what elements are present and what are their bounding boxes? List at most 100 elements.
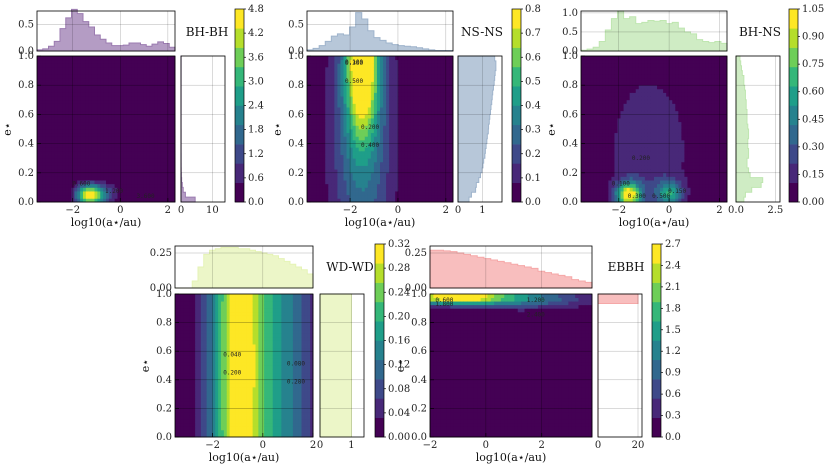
heatmap-cell: [599, 169, 603, 174]
heatmap-cell: [620, 165, 624, 170]
heatmap-cell: [80, 176, 84, 181]
heatmap-cell: [325, 66, 329, 71]
heatmap-cell: [352, 165, 357, 170]
heatmap-cell: [611, 63, 615, 68]
heatmap-cell: [416, 187, 420, 192]
heatmap-cell: [419, 183, 423, 188]
heatmap-cell: [404, 110, 408, 115]
heatmap-cell: [389, 114, 393, 119]
heatmap-cell: [325, 56, 329, 61]
heatmap-cell: [587, 121, 591, 126]
heatmap-cell: [361, 129, 366, 134]
heatmap-cell: [140, 143, 144, 148]
heatmap-cell: [416, 56, 420, 61]
heatmap-cell: [39, 85, 44, 90]
heatmap-cell: [152, 114, 156, 119]
heatmap-cell: [398, 99, 402, 104]
colorbar-tick-label: 2.4: [248, 101, 264, 112]
heatmap-cell: [129, 63, 133, 68]
heatmap-cell: [638, 154, 643, 159]
heatmap-cell: [349, 103, 354, 108]
heatmap-cell: [140, 129, 144, 134]
right-histogram: [457, 55, 497, 203]
heatmap-cell: [349, 169, 354, 174]
heatmap-cell: [152, 154, 156, 159]
heatmap-cell: [644, 96, 649, 101]
heatmap-cell: [85, 85, 90, 90]
heatmap-cell: [383, 150, 387, 155]
heatmap-cell: [137, 176, 141, 181]
heatmap-cell: [45, 56, 49, 61]
heatmap-cell: [617, 96, 621, 101]
heatmap-cell: [94, 107, 98, 112]
heatmap-cell: [149, 169, 153, 174]
heatmap-cell: [623, 158, 628, 163]
heatmap-cell: [160, 147, 164, 152]
heatmap-cell: [389, 154, 393, 159]
heatmap-cell: [425, 56, 430, 61]
heatmap-cell: [349, 132, 354, 137]
heatmap-cell: [169, 96, 173, 101]
heatmap-cell: [80, 88, 84, 93]
heatmap-cell: [449, 96, 454, 101]
heatmap-cell: [641, 158, 646, 163]
heatmap-cell: [376, 81, 381, 86]
heatmap-cell: [331, 172, 335, 177]
heatmap-cell: [328, 176, 332, 181]
heatmap-cell: [340, 114, 344, 119]
heatmap-cell: [316, 191, 320, 196]
heatmap-cell: [100, 77, 104, 82]
heatmap-cell: [108, 161, 113, 166]
heatmap-cell: [635, 169, 640, 174]
heatmap-cell: [140, 77, 144, 82]
heatmap-cell: [143, 103, 147, 108]
heatmap-cell: [364, 172, 369, 177]
heatmap-cell: [160, 92, 164, 97]
contour-label: 0.400: [361, 142, 379, 149]
heatmap-cell: [160, 191, 164, 196]
heatmap-cell: [386, 176, 390, 181]
heatmap-cell: [310, 63, 314, 68]
heatmap-cell: [88, 136, 93, 141]
heatmap-cell: [593, 129, 597, 134]
heatmap-cell: [602, 103, 606, 108]
heatmap-cell: [114, 143, 118, 148]
heatmap-cell: [85, 158, 90, 163]
heatmap-cell: [434, 154, 439, 159]
heatmap-cell: [328, 85, 332, 90]
heatmap-cell: [650, 74, 655, 79]
heatmap-cell: [581, 161, 585, 166]
x-tick-label: 0: [117, 205, 123, 216]
heatmap-cell: [71, 198, 75, 203]
heatmap-cell: [407, 66, 411, 71]
heatmap-cell: [380, 158, 384, 163]
heatmap-cell: [620, 56, 624, 61]
heatmap-cell: [654, 143, 658, 148]
heatmap-cell: [346, 66, 350, 71]
heatmap-cell: [614, 66, 618, 71]
heatmap-cell: [647, 161, 652, 166]
heatmap-cell: [590, 183, 594, 188]
heatmap-cell: [620, 176, 624, 181]
heatmap-cell: [398, 107, 402, 112]
heatmap-cell: [404, 129, 408, 134]
heatmap-cell: [134, 180, 139, 185]
heatmap-cell: [599, 85, 603, 90]
heatmap-cell: [650, 85, 655, 90]
heatmap-cell: [386, 96, 390, 101]
heatmap-cell: [593, 180, 597, 185]
heatmap-cell: [80, 129, 84, 134]
heatmap-cell: [654, 169, 658, 174]
heatmap-cell: [581, 187, 585, 192]
heatmap-cell: [140, 194, 144, 199]
heatmap-cell: [644, 154, 649, 159]
heatmap-cell: [632, 59, 637, 64]
heatmap-cell: [373, 129, 378, 134]
heatmap-cell: [440, 59, 445, 64]
heatmap-cell: [428, 147, 433, 152]
heatmap-cell: [596, 147, 600, 152]
heatmap-cell: [623, 107, 628, 112]
heatmap-cell: [638, 125, 643, 130]
heatmap-cell: [42, 121, 47, 126]
heatmap-cell: [160, 59, 164, 64]
